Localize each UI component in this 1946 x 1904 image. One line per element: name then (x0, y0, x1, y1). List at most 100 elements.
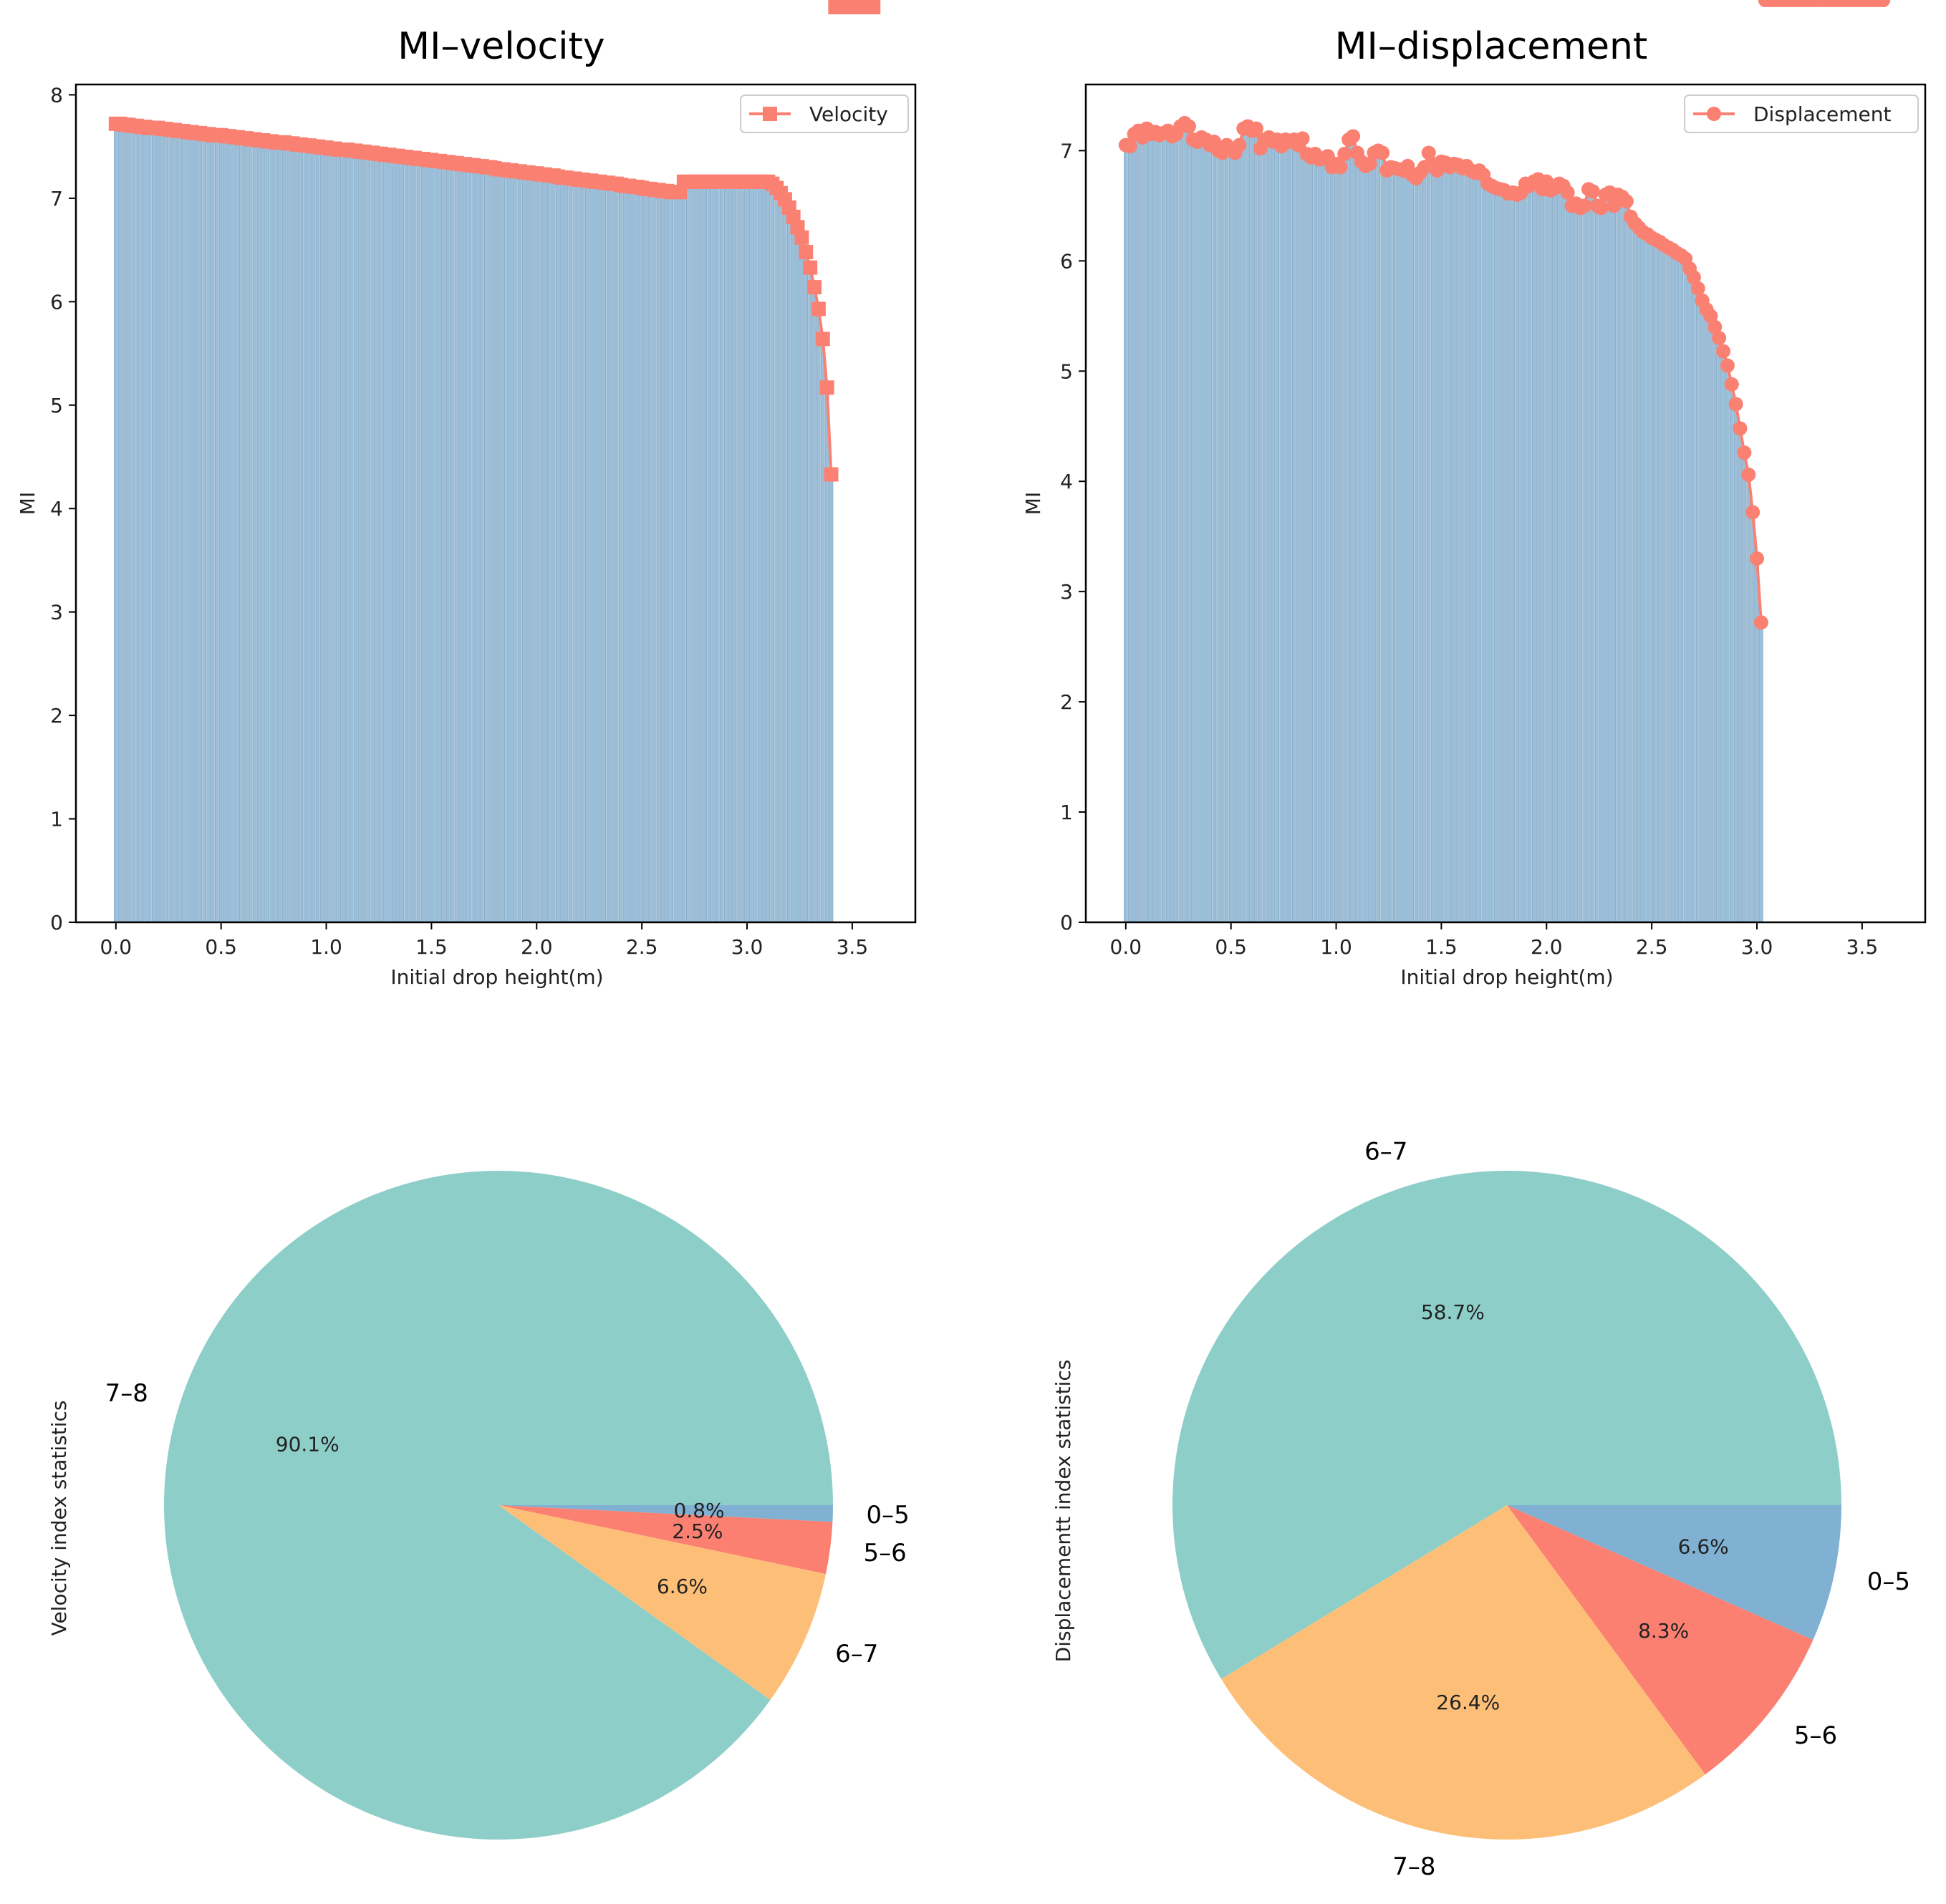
slice-label: 7–8 (105, 1379, 148, 1408)
bar (514, 171, 518, 923)
x-tick-label: 3.5 (1846, 935, 1879, 959)
bar (404, 156, 408, 923)
legend-box (1684, 95, 1919, 133)
bar (602, 183, 606, 923)
y-tick-label: 1 (1060, 801, 1073, 824)
bar (350, 150, 354, 923)
bar (408, 158, 413, 923)
y-tick-label: 5 (50, 394, 63, 417)
bar (122, 125, 127, 923)
bar (1313, 153, 1317, 923)
bar (278, 142, 282, 923)
pie-slice (1221, 1505, 1705, 1840)
bar (193, 132, 198, 923)
bar (640, 188, 644, 923)
bar (555, 176, 560, 923)
bar (1620, 196, 1624, 923)
bar (1397, 169, 1402, 923)
bar (1733, 404, 1738, 923)
x-tick-label: 1.5 (415, 935, 448, 959)
y-tick-label: 0 (1060, 911, 1073, 934)
bar (375, 153, 379, 923)
circle-marker (1690, 281, 1705, 296)
y-tick-label: 2 (1060, 690, 1073, 714)
bar (547, 175, 551, 923)
bar (1326, 155, 1330, 923)
bar (252, 139, 257, 923)
bar (1460, 168, 1465, 923)
bar (1195, 141, 1200, 923)
pie-slice (1507, 1505, 1841, 1640)
square-marker (811, 301, 826, 316)
bar (1279, 146, 1283, 923)
bar (446, 162, 451, 923)
bar (577, 179, 581, 923)
circle-marker (1122, 139, 1137, 154)
bar (1708, 316, 1713, 923)
bar (1220, 153, 1225, 923)
circle-marker (1362, 156, 1377, 171)
bar (395, 155, 400, 923)
slice-percent-label: 6.6% (1678, 1535, 1729, 1559)
bar (155, 127, 160, 923)
circle-marker (1737, 445, 1752, 460)
bar (1654, 239, 1658, 923)
bar (173, 130, 177, 923)
bar (1452, 163, 1456, 923)
bar (619, 184, 623, 923)
bar (1359, 161, 1364, 923)
bar (391, 155, 396, 923)
bar (686, 181, 690, 923)
bar (1182, 122, 1187, 923)
bar (151, 127, 156, 923)
bar (328, 148, 333, 923)
bar (1435, 170, 1440, 923)
bar (1414, 178, 1418, 923)
bar (1124, 145, 1128, 923)
mi-velocity-chart: MI–velocity 0.0 0.5 1.0 1.5 2.0 2.5 3.0 3.5 0 1 2… (16, 0, 917, 989)
bar (1283, 139, 1288, 923)
bar (1531, 181, 1536, 923)
bar (669, 192, 673, 923)
bar (202, 134, 206, 923)
bar (711, 181, 716, 923)
bar (488, 167, 493, 923)
bar (1380, 153, 1384, 923)
bar (139, 127, 143, 923)
slice-label: 0–5 (1867, 1567, 1910, 1596)
slice-percent-label: 90.1% (276, 1432, 339, 1456)
y-tick-label: 4 (1060, 470, 1073, 493)
bar (130, 125, 135, 923)
slice-percent-label: 8.3% (1638, 1619, 1689, 1643)
square-marker (824, 467, 839, 482)
bar (1675, 253, 1680, 923)
x-tick-label: 0.5 (1215, 935, 1247, 959)
y-tick-label: 1 (50, 808, 63, 831)
bar (1511, 192, 1516, 923)
bar (1506, 193, 1511, 923)
bar (1574, 203, 1579, 923)
bar (160, 128, 165, 923)
bar (682, 181, 686, 923)
bar (564, 177, 569, 923)
bar (1418, 172, 1422, 923)
bar (1212, 141, 1216, 923)
bar (1237, 145, 1242, 923)
bar (539, 174, 543, 923)
square-marker (815, 332, 830, 347)
slice-label: 6–7 (1364, 1137, 1407, 1166)
bar (1755, 558, 1759, 923)
legend: Displacement (1684, 95, 1919, 133)
bar (707, 181, 711, 923)
circle-marker (1594, 200, 1609, 216)
y-tick-label: 3 (1060, 580, 1073, 604)
circle-marker (1232, 137, 1247, 153)
bar (1565, 192, 1570, 923)
bar (1498, 189, 1503, 923)
bar (1157, 135, 1162, 923)
bar (1145, 128, 1149, 923)
bar (1448, 167, 1452, 923)
bar (429, 160, 434, 923)
bar (648, 188, 652, 923)
y-axis-ticks: 0 1 2 3 4 5 6 7 8 (50, 83, 76, 934)
